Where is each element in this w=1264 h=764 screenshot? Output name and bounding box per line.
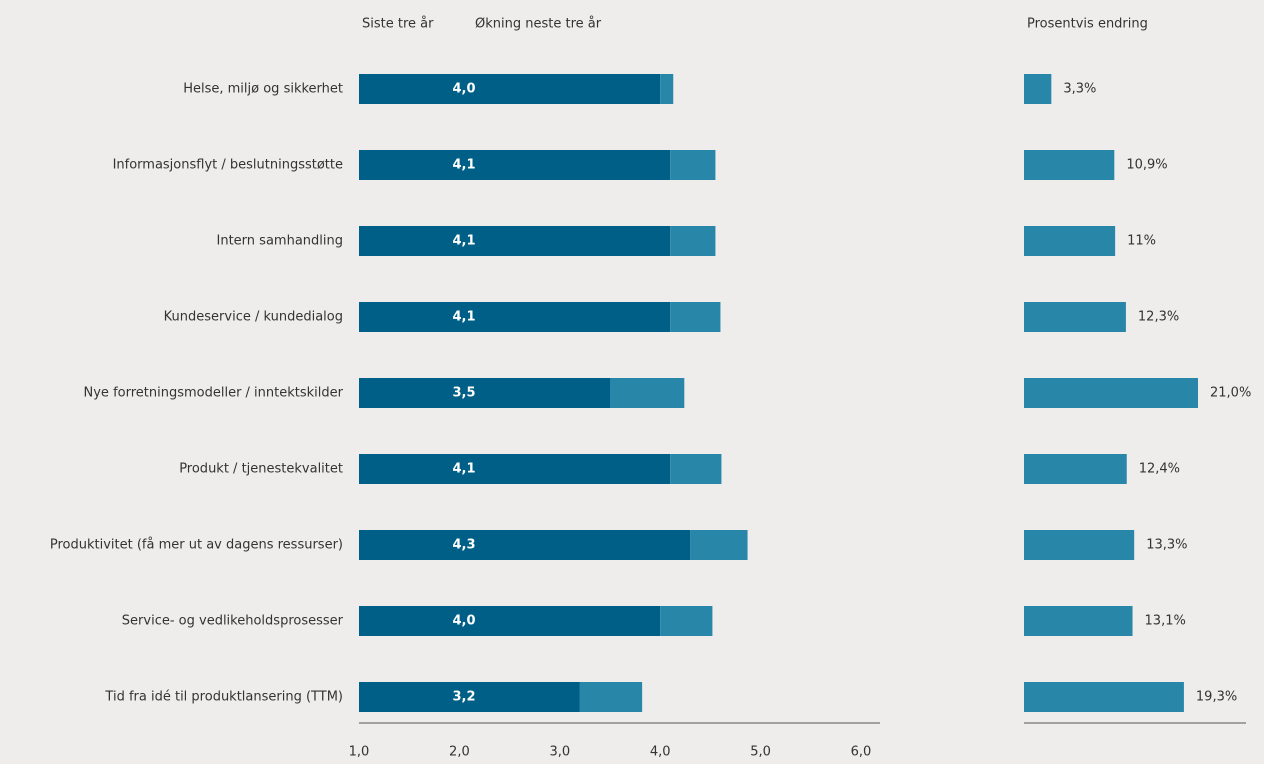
y-tick-label: Kundeservice / kundedialog bbox=[164, 310, 343, 325]
data-label: 4,3 bbox=[452, 538, 475, 553]
bar-segment bbox=[359, 530, 691, 560]
bar-segment bbox=[579, 682, 643, 712]
x-tick-label: 5,0 bbox=[750, 745, 771, 760]
bar-segment bbox=[359, 150, 671, 180]
data-label: 4,1 bbox=[452, 234, 475, 249]
data-label: 3,3% bbox=[1063, 82, 1096, 97]
bar-segment bbox=[359, 74, 661, 104]
legend-label: Økning neste tre år bbox=[475, 17, 602, 32]
data-label: 10,9% bbox=[1126, 158, 1167, 173]
bar-segment bbox=[660, 74, 674, 104]
bar bbox=[1024, 74, 1052, 104]
bar-segment bbox=[359, 454, 671, 484]
bar bbox=[1024, 606, 1133, 636]
data-label: 3,5 bbox=[452, 386, 475, 401]
data-label: 13,3% bbox=[1146, 538, 1187, 553]
bar-segment bbox=[670, 226, 716, 256]
data-label: 3,2 bbox=[452, 690, 475, 705]
bar-segment bbox=[359, 682, 580, 712]
data-label: 4,0 bbox=[452, 614, 475, 629]
data-label: 4,1 bbox=[452, 158, 475, 173]
bar bbox=[1024, 226, 1116, 256]
y-tick-label: Nye forretningsmodeller / inntektskilder bbox=[84, 386, 344, 401]
bar-segment bbox=[690, 530, 748, 560]
bar bbox=[1024, 682, 1184, 712]
y-tick-label: Intern samhandling bbox=[217, 234, 343, 249]
bar bbox=[1024, 302, 1126, 332]
bar-segment bbox=[670, 454, 722, 484]
bar-segment bbox=[670, 302, 721, 332]
y-tick-label: Produktivitet (få mer ut av dagens ressu… bbox=[50, 538, 343, 553]
y-tick-label: Tid fra idé til produktlansering (TTM) bbox=[104, 690, 343, 705]
bar-segment bbox=[670, 150, 716, 180]
x-tick-label: 3,0 bbox=[549, 745, 570, 760]
y-tick-label: Informasjonsflyt / beslutningsstøtte bbox=[113, 158, 343, 173]
bar bbox=[1024, 378, 1198, 408]
y-tick-label: Helse, miljø og sikkerhet bbox=[183, 82, 343, 97]
x-tick-label: 6,0 bbox=[851, 745, 872, 760]
data-label: 21,0% bbox=[1210, 386, 1251, 401]
bar bbox=[1024, 150, 1115, 180]
data-label: 4,1 bbox=[452, 462, 475, 477]
data-label: 19,3% bbox=[1196, 690, 1237, 705]
bar-segment bbox=[359, 302, 671, 332]
data-label: 11% bbox=[1127, 234, 1156, 249]
bar-segment bbox=[359, 226, 671, 256]
data-label: 4,1 bbox=[452, 310, 475, 325]
bar-segment bbox=[359, 606, 661, 636]
x-tick-label: 2,0 bbox=[449, 745, 470, 760]
legend-label: Siste tre år bbox=[362, 17, 434, 32]
chart-title: Prosentvis endring bbox=[1027, 17, 1148, 32]
data-label: 12,3% bbox=[1138, 310, 1179, 325]
data-label: 12,4% bbox=[1139, 462, 1180, 477]
bar-segment bbox=[610, 378, 685, 408]
x-tick-label: 4,0 bbox=[650, 745, 671, 760]
bar-segment bbox=[660, 606, 713, 636]
bar bbox=[1024, 454, 1127, 484]
data-label: 4,0 bbox=[452, 82, 475, 97]
bar-segment bbox=[359, 378, 610, 408]
y-tick-label: Service- og vedlikeholdsprosesser bbox=[122, 614, 344, 629]
y-tick-label: Produkt / tjenestekvalitet bbox=[179, 462, 343, 477]
bar bbox=[1024, 530, 1135, 560]
x-tick-label: 1,0 bbox=[349, 745, 370, 760]
data-label: 13,1% bbox=[1145, 614, 1186, 629]
